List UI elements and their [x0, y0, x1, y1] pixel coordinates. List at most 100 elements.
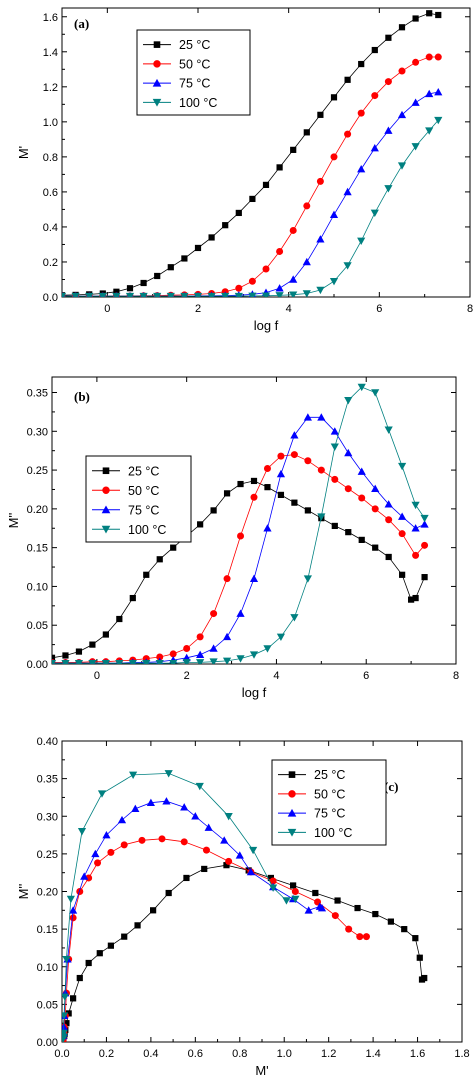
data-point: [129, 771, 138, 779]
data-point: [210, 507, 217, 514]
x-tick-label: 1.0: [277, 1048, 292, 1060]
x-tick-label: 2: [184, 670, 190, 682]
data-point: [62, 652, 69, 659]
series-line: [62, 119, 439, 297]
data-point: [236, 609, 245, 617]
series-4: [52, 383, 429, 664]
y-tick-label: 0.15: [37, 924, 58, 936]
data-point: [356, 933, 364, 941]
legend-label: 75 °C: [179, 77, 210, 91]
data-point: [97, 790, 107, 798]
data-point: [434, 116, 443, 125]
data-point: [412, 935, 419, 942]
data-point: [52, 659, 57, 664]
x-tick-label: 0.6: [188, 1048, 203, 1060]
data-point: [115, 659, 124, 664]
x-tick-label: 1.6: [410, 1048, 425, 1060]
data-point: [289, 291, 298, 297]
data-point: [317, 903, 327, 912]
data-point: [76, 888, 84, 895]
series-1: [62, 862, 428, 1040]
data-point: [223, 575, 231, 583]
series-line: [62, 838, 367, 1041]
data-point: [345, 925, 353, 933]
legend-entry: 75 °C: [143, 77, 210, 91]
x-tick-label: 4: [286, 303, 292, 315]
data-point: [384, 185, 393, 193]
data-point: [317, 413, 326, 421]
data-point: [357, 383, 366, 392]
data-point: [249, 846, 258, 855]
data-point: [277, 491, 285, 499]
data-point: [316, 177, 324, 185]
data-point: [62, 1029, 68, 1038]
y-tick-label: 1.4: [43, 47, 58, 59]
data-point: [357, 237, 366, 246]
data-point: [372, 910, 379, 918]
data-point: [222, 657, 232, 664]
data-point: [121, 933, 128, 940]
data-point: [167, 264, 174, 271]
y-tick-label: 0.15: [27, 543, 48, 555]
data-point: [210, 610, 218, 618]
data-point: [385, 516, 393, 524]
data-point: [223, 862, 230, 869]
legend-marker: [288, 771, 296, 778]
data-point: [193, 292, 203, 297]
legend-marker: [102, 467, 110, 475]
data-point: [357, 109, 365, 117]
x-axis-title: log f: [242, 685, 267, 700]
y-tick-label: 0.30: [27, 426, 48, 438]
x-tick-label: 1.2: [321, 1048, 336, 1060]
legend-entry: 25 °C: [278, 768, 345, 782]
data-point: [344, 448, 353, 457]
y-tick-label: 1.2: [43, 82, 58, 94]
series-line: [63, 864, 425, 1037]
data-point: [62, 292, 67, 297]
data-point: [343, 262, 352, 270]
data-point: [282, 897, 291, 905]
data-point: [290, 431, 299, 439]
data-point: [344, 76, 351, 83]
x-tick-label: 6: [363, 670, 369, 682]
y-tick-label: 0.2: [43, 257, 58, 269]
data-point: [263, 645, 272, 653]
x-axis-title: log f: [254, 318, 279, 333]
data-point: [371, 92, 379, 100]
data-point: [317, 111, 324, 118]
chart-panel-b: 0 2 4 6 8 0.00 0.05 0.10 0.15 0.20 0.25 0.30 0.35 log…: [6, 376, 459, 700]
data-point: [65, 1010, 72, 1017]
data-point: [75, 648, 83, 655]
data-point: [276, 164, 283, 171]
data-point: [196, 659, 205, 664]
data-point: [411, 501, 420, 510]
data-point: [411, 98, 420, 106]
y-tick-label: 0.20: [37, 887, 58, 899]
data-point: [435, 11, 442, 19]
data-point: [191, 812, 200, 820]
data-point: [222, 222, 229, 229]
data-point: [371, 389, 380, 397]
data-point: [345, 529, 352, 536]
x-tick-label: 8: [453, 670, 459, 682]
data-point: [170, 544, 177, 551]
legend-marker: [288, 790, 296, 798]
x-axis-title: M': [255, 1063, 268, 1078]
data-point: [425, 53, 433, 61]
data-point: [107, 942, 114, 949]
data-point: [412, 15, 419, 22]
data-point: [62, 993, 69, 1001]
data-point: [129, 594, 136, 602]
data-point: [384, 500, 393, 508]
data-point: [183, 644, 191, 652]
data-point: [134, 922, 141, 929]
y-tick-label: 0.40: [37, 736, 58, 748]
data-point: [290, 146, 297, 153]
data-point: [370, 144, 379, 152]
legend: 25 °C 50 °C 75 °C 100 °C: [136, 29, 251, 116]
data-point: [77, 828, 87, 836]
data-point: [88, 659, 97, 664]
data-point: [52, 654, 56, 661]
data-point: [235, 851, 244, 859]
